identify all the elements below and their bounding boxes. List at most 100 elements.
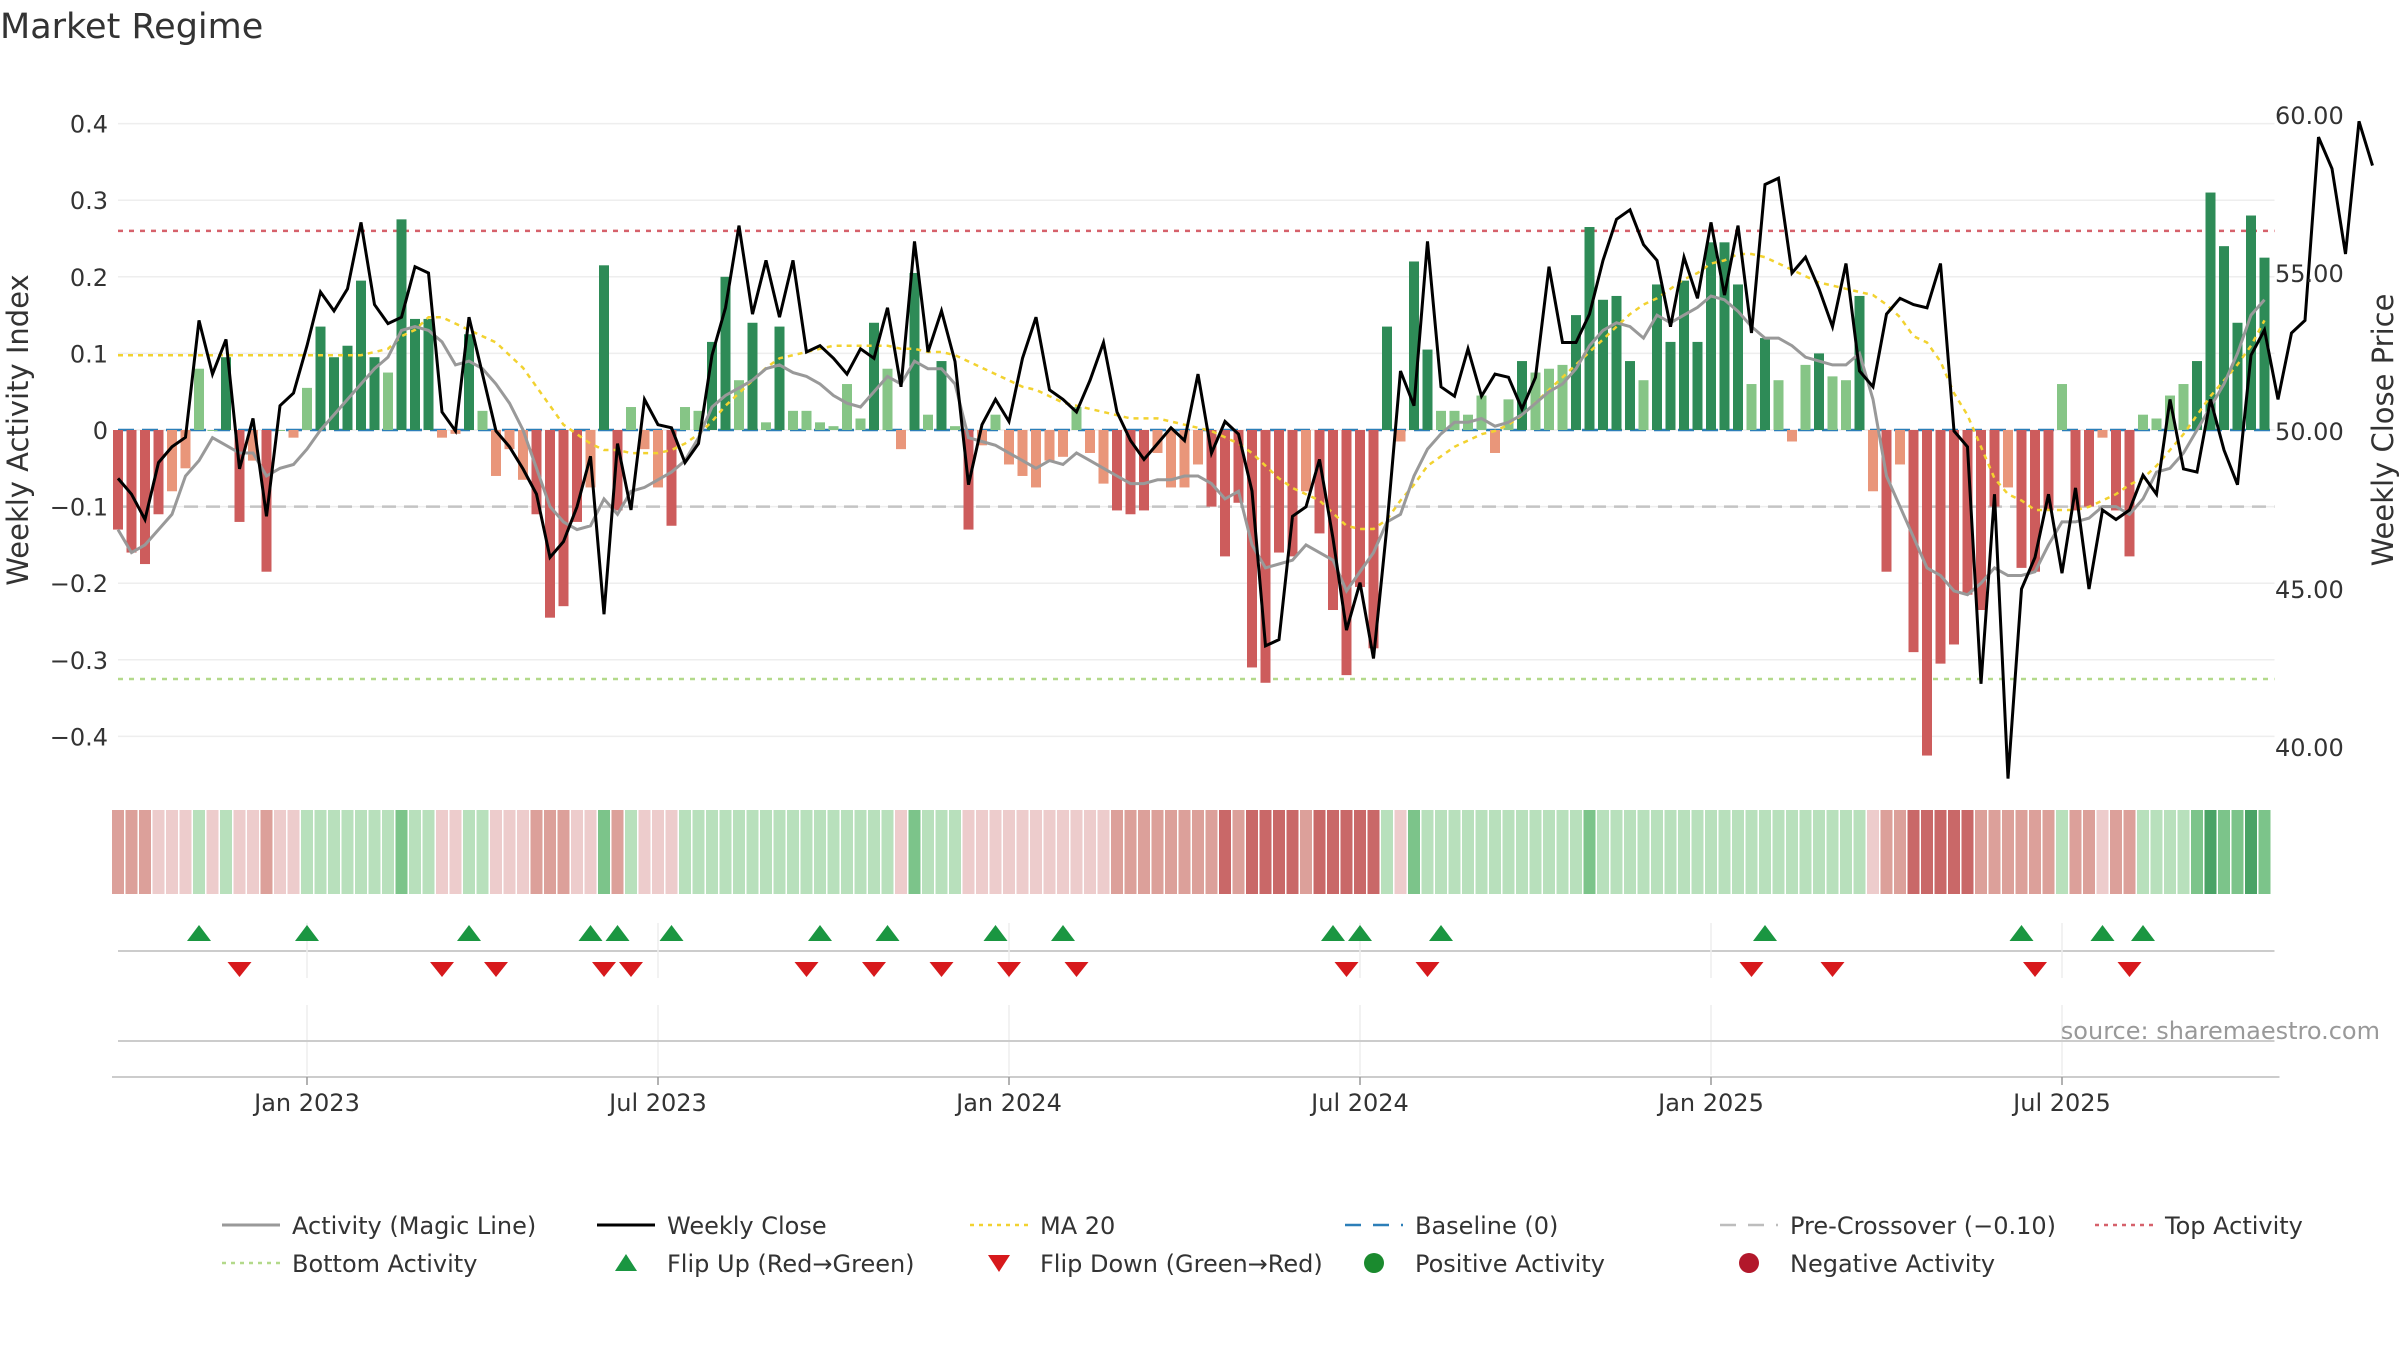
- activity-bar: [221, 357, 231, 430]
- activity-bar: [2246, 215, 2256, 430]
- y-tick-left-label: −0.2: [50, 570, 108, 598]
- regime-cell: [1354, 810, 1366, 894]
- regime-cell: [1070, 810, 1083, 894]
- activity-bar: [1706, 242, 1716, 430]
- activity-bar: [207, 430, 218, 431]
- regime-cell: [1259, 810, 1272, 894]
- regime-cell: [706, 810, 718, 894]
- regime-cell: [1151, 810, 1164, 894]
- regime-cell: [1165, 810, 1177, 894]
- regime-cell: [881, 810, 894, 894]
- y-tick-left-label: −0.3: [50, 647, 108, 675]
- activity-bar: [2057, 384, 2067, 430]
- activity-bar: [2178, 384, 2189, 430]
- activity-bar: [1571, 315, 1581, 430]
- y-axis-left: 0.4 0.3 0.2 0.1 0 −0.1 −0.2 −0.3 −0.4: [50, 111, 108, 752]
- activity-bar: [1544, 368, 1554, 430]
- activity-bar: [1598, 299, 1608, 430]
- regime-cell: [301, 810, 313, 894]
- activity-bar: [1017, 430, 1028, 476]
- activity-bar: [2205, 192, 2216, 430]
- regime-cell: [935, 810, 948, 894]
- regime-cell: [962, 810, 975, 894]
- regime-cell: [476, 810, 489, 894]
- y-tick-left-label: −0.4: [50, 723, 108, 751]
- regime-cell: [2150, 810, 2163, 894]
- activity-bar: [410, 318, 420, 430]
- activity-bar: [167, 430, 177, 492]
- activity-bar: [815, 422, 825, 430]
- regime-cell: [1921, 810, 1933, 894]
- activity-bar: [1422, 349, 1433, 430]
- regime-cell: [989, 810, 1002, 894]
- activity-bar: [2165, 395, 2175, 430]
- activity-bar: [545, 430, 555, 618]
- activity-bar: [1584, 227, 1595, 430]
- legend-label: Baseline (0): [1415, 1212, 1558, 1240]
- legend-label: Weekly Close: [667, 1212, 827, 1240]
- regime-cell: [1691, 810, 1704, 894]
- activity-bar: [1814, 353, 1824, 430]
- regime-cell: [557, 810, 570, 894]
- activity-bar: [504, 430, 515, 450]
- regime-cell: [463, 810, 475, 894]
- y-tick-right-label: 45.00: [2275, 576, 2344, 604]
- x-axis: Jan 2023 Jul 2023 Jan 2024 Jul 2024 Jan 2025…: [112, 1076, 2280, 1117]
- regime-cell: [1867, 810, 1879, 894]
- flip-down-marker: [1820, 962, 1845, 977]
- y-tick-right-label: 50.00: [2275, 418, 2344, 446]
- activity-bar: [1949, 430, 1959, 645]
- activity-bar: [140, 430, 150, 565]
- regime-cell: [1529, 810, 1542, 894]
- activity-bar: [1476, 395, 1487, 430]
- regime-cell: [1516, 810, 1528, 894]
- y-axis-left-label: Weekly Activity Index: [1, 274, 35, 585]
- regime-cell: [2191, 810, 2203, 894]
- activity-bar: [1665, 341, 1676, 430]
- x-tick-label: Jan 2024: [954, 1089, 1062, 1117]
- activity-bar: [2084, 430, 2094, 507]
- regime-cell: [490, 810, 502, 894]
- activity-bar: [1922, 430, 1932, 756]
- regime-cell: [1246, 810, 1258, 894]
- flip-down-marker: [997, 962, 1021, 977]
- activity-bar: [126, 430, 137, 553]
- regime-cell: [2231, 810, 2244, 894]
- y-tick-right-label: 55.00: [2275, 260, 2344, 288]
- legend-item: Pre-Crossover (−0.10): [1720, 1212, 2056, 1240]
- regime-cell: [260, 810, 273, 894]
- activity-bar: [518, 430, 528, 480]
- activity-bar: [1652, 284, 1662, 430]
- activity-bar: [734, 380, 744, 430]
- legend-item: Bottom Activity: [222, 1250, 477, 1278]
- activity-bar: [1719, 242, 1730, 430]
- legend-swatch: [988, 1255, 1010, 1272]
- flip-up-marker: [295, 925, 319, 941]
- legend-item: Positive Activity: [1364, 1250, 1605, 1278]
- regime-cell: [1016, 810, 1029, 894]
- activity-bar: [1098, 430, 1109, 484]
- activity-bar: [612, 430, 623, 511]
- regime-cell: [1678, 810, 1690, 894]
- regime-cell: [1043, 810, 1056, 894]
- y-tick-left-label: 0.3: [70, 187, 108, 215]
- regime-cell: [436, 810, 448, 894]
- activity-bar: [329, 357, 339, 430]
- activity-bar: [1935, 430, 1946, 664]
- regime-cell: [233, 810, 246, 894]
- activity-bar: [1625, 361, 1635, 430]
- activity-bar: [234, 430, 245, 522]
- regime-cell: [1462, 810, 1474, 894]
- x-tick-label: Jul 2025: [2011, 1089, 2111, 1117]
- activity-bar: [1085, 430, 1095, 453]
- activity-bar: [1746, 384, 1757, 430]
- regime-cell: [1421, 810, 1434, 894]
- regime-cell: [193, 810, 205, 894]
- activity-bar: [720, 276, 731, 430]
- flip-up-marker: [2009, 925, 2034, 941]
- activity-bar: [1206, 430, 1217, 507]
- activity-bar: [639, 430, 650, 450]
- regime-cell: [800, 810, 813, 894]
- legend: Activity (Magic Line) Weekly Close MA 20 Ba…: [222, 1212, 2303, 1278]
- regime-cell: [1597, 810, 1609, 894]
